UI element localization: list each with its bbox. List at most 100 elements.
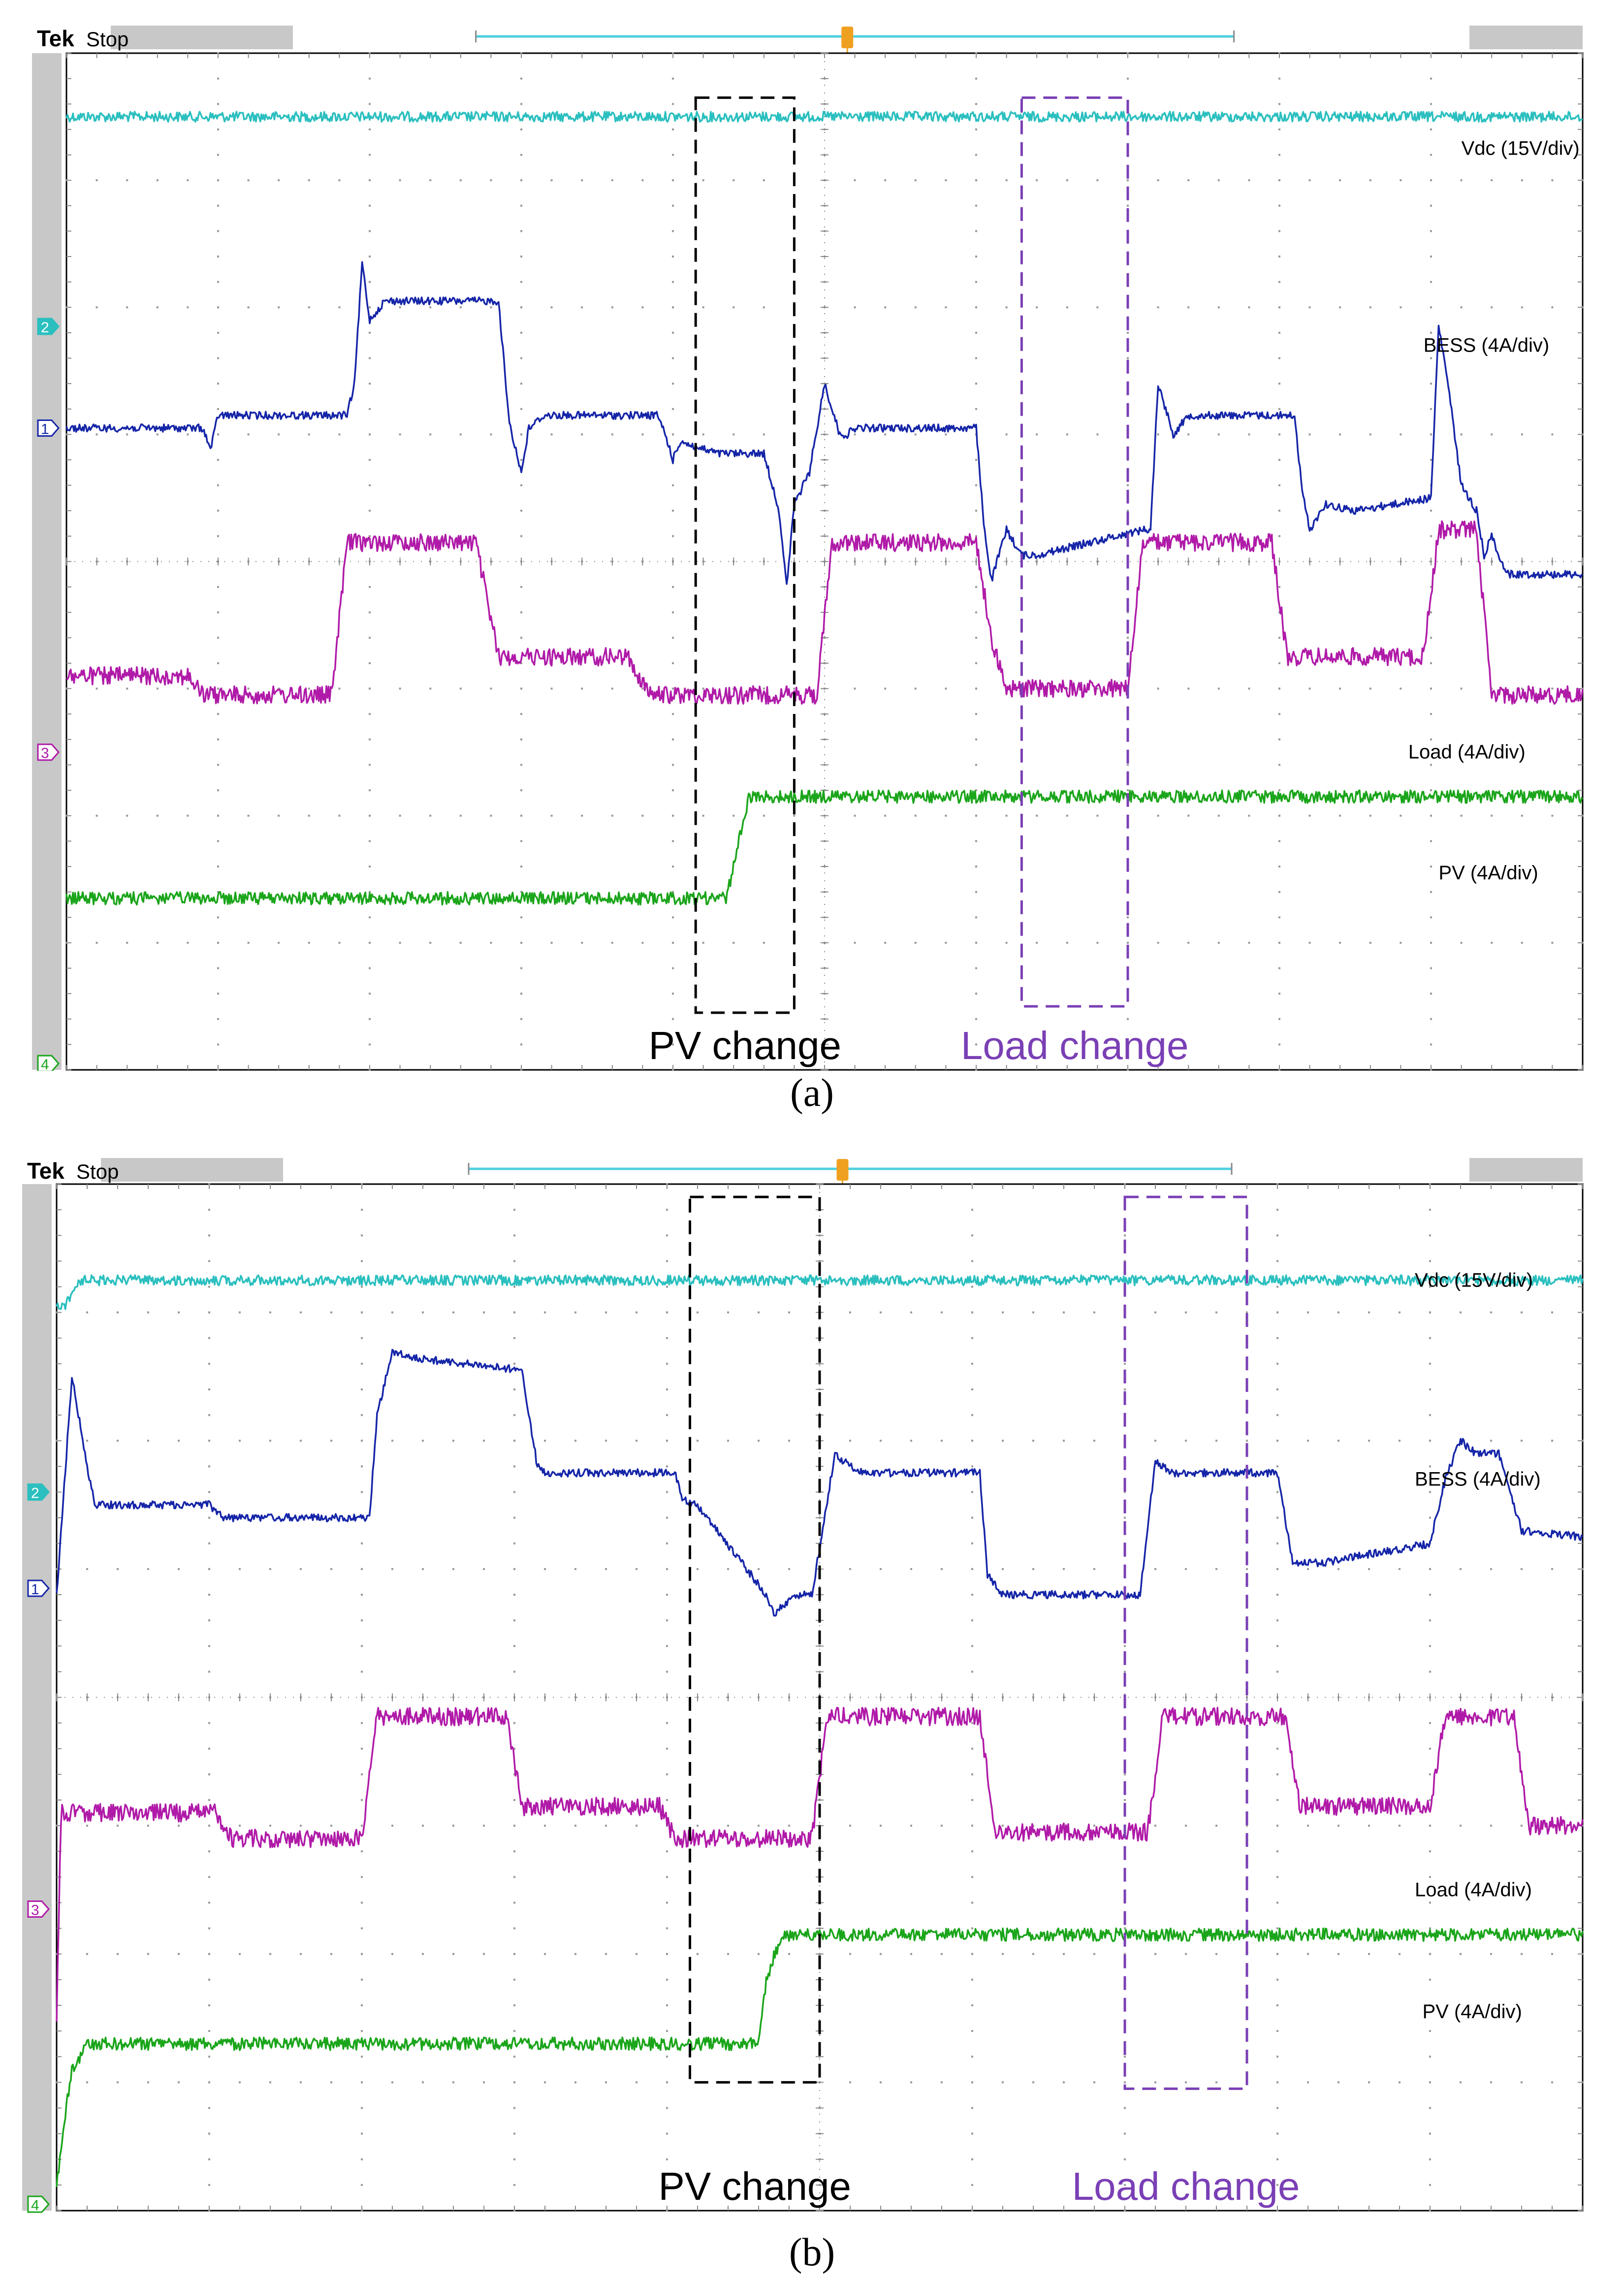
grid-dot bbox=[758, 1825, 760, 1827]
grid-dot bbox=[1187, 814, 1190, 817]
grid-dot bbox=[1430, 637, 1432, 639]
grid-dot bbox=[666, 2132, 668, 2135]
grid-dot bbox=[666, 1260, 668, 1262]
grid-dot bbox=[1127, 510, 1129, 512]
grid-dot bbox=[945, 687, 947, 690]
grid-dot bbox=[178, 1568, 180, 1570]
grid-dot bbox=[208, 1619, 210, 1622]
grid-dot bbox=[1460, 1568, 1462, 1570]
grid-dot bbox=[1400, 306, 1402, 309]
grid-dot bbox=[702, 306, 704, 309]
grid-dot bbox=[672, 535, 674, 537]
grid-dot bbox=[945, 433, 947, 436]
grid-dot bbox=[702, 687, 704, 690]
grid-dot bbox=[941, 1440, 943, 1442]
grid-dot bbox=[672, 357, 674, 359]
grid-dot bbox=[369, 866, 371, 868]
grid-dot bbox=[490, 179, 492, 182]
grid-dot bbox=[513, 1773, 515, 1775]
grid-dot bbox=[1337, 1825, 1339, 1827]
grid-dot bbox=[1400, 687, 1402, 690]
grid-dot bbox=[1005, 179, 1008, 182]
grid-dot bbox=[1276, 1876, 1278, 1878]
grid-dot bbox=[975, 916, 977, 919]
grid-dot bbox=[361, 2004, 363, 2006]
grid-dot bbox=[636, 1825, 637, 1827]
grid-dot bbox=[1307, 1568, 1309, 1570]
grid-dot bbox=[1490, 1311, 1492, 1314]
grid-dot bbox=[1430, 866, 1432, 868]
grid-dot bbox=[391, 1568, 393, 1570]
grid-dot bbox=[1187, 941, 1190, 944]
channel-marker-number: 3 bbox=[41, 745, 49, 762]
grid-dot bbox=[1430, 687, 1432, 690]
grid-dot bbox=[945, 814, 947, 817]
grid-dot bbox=[1339, 814, 1341, 817]
grid-dot bbox=[727, 1953, 729, 1955]
grid-dot bbox=[1278, 230, 1280, 232]
grid-dot bbox=[156, 687, 159, 690]
grid-dot bbox=[1430, 764, 1432, 766]
grid-dot bbox=[672, 662, 674, 664]
grid-dot bbox=[1490, 1825, 1492, 1827]
grid-dot bbox=[1036, 687, 1038, 690]
grid-dot bbox=[1063, 2081, 1065, 2084]
grid-dot bbox=[1032, 1953, 1034, 1955]
grid-dot bbox=[391, 1440, 393, 1442]
load-change-label: Load change bbox=[1072, 2164, 1300, 2208]
grid-dot bbox=[697, 1568, 699, 1570]
vdc-trace bbox=[56, 1274, 1584, 1310]
grid-dot bbox=[369, 383, 371, 385]
grid-dot bbox=[208, 1542, 210, 1544]
grid-dot bbox=[86, 1311, 88, 1314]
grid-dot bbox=[1276, 2184, 1278, 2186]
grid-dot bbox=[520, 789, 522, 792]
grid-dot bbox=[217, 866, 219, 868]
grid-dot bbox=[1124, 2056, 1126, 2058]
grid-dot bbox=[1430, 408, 1432, 410]
grid-dot bbox=[361, 2107, 363, 2109]
grid-dot bbox=[217, 1043, 219, 1046]
grid-dot bbox=[1154, 1568, 1156, 1570]
grid-dot bbox=[369, 103, 371, 105]
grid-dot bbox=[1278, 789, 1280, 792]
grid-dot bbox=[520, 713, 522, 715]
grid-dot bbox=[971, 2107, 973, 2109]
grid-dot bbox=[513, 1901, 515, 1904]
grid-dot bbox=[1521, 1825, 1523, 1827]
grid-dot bbox=[672, 1018, 674, 1020]
grid-dot bbox=[611, 179, 613, 182]
grid-dot bbox=[1491, 433, 1493, 436]
grid-dot bbox=[666, 1850, 668, 1853]
grid-dot bbox=[971, 1747, 973, 1750]
grid-dot bbox=[513, 1645, 515, 1647]
grid-dot bbox=[369, 662, 371, 664]
grid-dot bbox=[520, 687, 522, 690]
grid-dot bbox=[520, 510, 522, 512]
grid-dot bbox=[422, 1568, 424, 1570]
grid-dot bbox=[429, 814, 432, 817]
grid-dot bbox=[1430, 459, 1432, 461]
grid-dot bbox=[971, 1594, 973, 1596]
grid-dot bbox=[520, 103, 522, 105]
grid-dot bbox=[1460, 306, 1463, 309]
grid-dot bbox=[513, 1722, 515, 1724]
grid-dot bbox=[732, 433, 735, 436]
grid-dot bbox=[369, 764, 371, 766]
grid-dot bbox=[429, 433, 432, 436]
grid-dot bbox=[666, 1414, 668, 1416]
grid-dot bbox=[513, 2184, 515, 2186]
grid-dot bbox=[1491, 179, 1493, 182]
grid-dot bbox=[666, 1491, 668, 1493]
grid-dot bbox=[1368, 2081, 1370, 2084]
grid-dot bbox=[520, 357, 522, 359]
grid-dot bbox=[1337, 1311, 1339, 1314]
grid-dot bbox=[513, 1927, 515, 1930]
grid-dot bbox=[971, 1337, 973, 1339]
grid-dot bbox=[975, 764, 977, 766]
grid-dot bbox=[971, 2158, 973, 2160]
grid-dot bbox=[513, 1876, 515, 1878]
grid-dot bbox=[971, 1465, 973, 1468]
grid-dot bbox=[1430, 662, 1432, 664]
grid-dot bbox=[1278, 179, 1280, 182]
